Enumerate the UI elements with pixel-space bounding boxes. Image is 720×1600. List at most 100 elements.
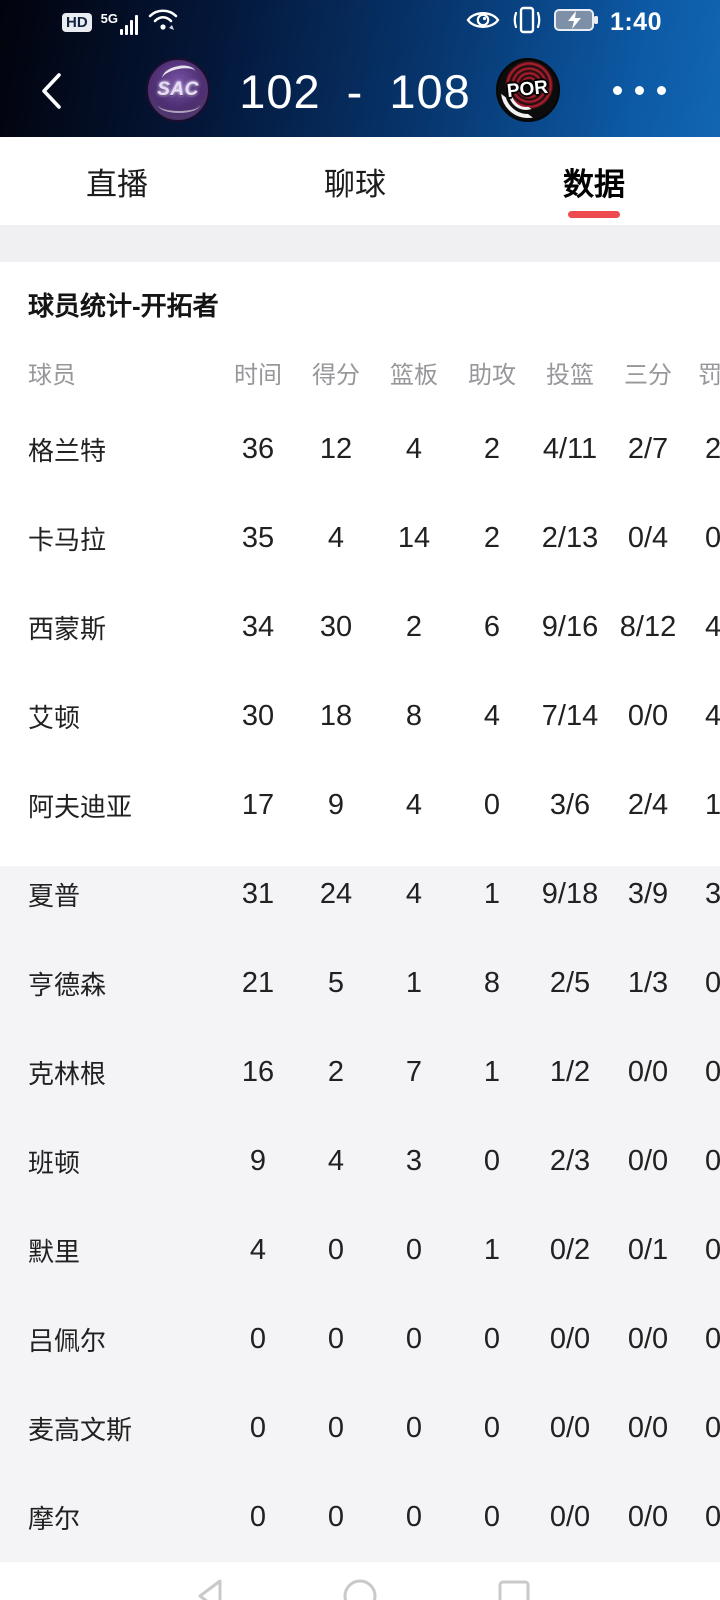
player-name: 默里 (28, 1237, 81, 1267)
stat-cell-three: 0/0 (627, 1412, 669, 1444)
table-row[interactable]: 格兰特 36 12 4 2 4/11 2/7 2 (0, 405, 720, 494)
table-row[interactable]: 班顿 9 4 3 0 2/3 0/0 0 (0, 1117, 720, 1206)
stat-cell-three: 0/0 (627, 1056, 669, 1088)
table-row[interactable]: 麦高文斯 0 0 0 0 0/0 0/0 0 (0, 1384, 720, 1473)
stat-cell-pts: 9 (327, 789, 345, 821)
active-tab-indicator (568, 211, 620, 218)
stat-cell-reb: 0 (405, 1234, 423, 1266)
vibrate-icon (510, 5, 544, 40)
section-title: 球员统计-开拓者 (28, 291, 219, 321)
stat-cell-pts: 12 (319, 433, 353, 465)
stat-cell-min: 9 (249, 1145, 267, 1177)
network-type-label: 5G (100, 10, 119, 26)
stat-cell-ft_visible: 0 (705, 1323, 720, 1355)
column-header: 时间 (234, 362, 282, 389)
clock-time: 1:40 (609, 8, 662, 36)
match-header: SAC 102 - 108 POR (0, 45, 720, 137)
back-button[interactable] (34, 69, 70, 113)
stat-cell-three: 0/4 (627, 522, 669, 554)
player-name: 格兰特 (28, 436, 107, 466)
column-header: 得分 (312, 362, 360, 389)
nav-back-button[interactable] (192, 1576, 232, 1600)
table-row[interactable]: 亨德森 21 5 1 8 2/5 1/3 0 (0, 939, 720, 1028)
status-left-icons: HD 5G (62, 0, 179, 45)
away-team-abbr: POR (506, 76, 550, 103)
stat-cell-ft_visible: 2 (705, 433, 720, 465)
stat-cell-pts: 0 (327, 1234, 345, 1266)
stat-cell-three: 0/0 (627, 1145, 669, 1177)
player-stats-table: 球员时间得分篮板助攻投篮三分罚球 格兰特3612424/112/72卡马拉354… (0, 340, 720, 1562)
stat-cell-ft_visible: 0 (705, 1056, 720, 1088)
more-menu-icon[interactable] (613, 75, 666, 105)
stat-cell-reb: 0 (405, 1412, 423, 1444)
stat-cell-pts: 4 (327, 1145, 345, 1177)
stats-content: 球员统计-开拓者 球员时间得分篮板助攻投篮三分罚球 格兰特3612424/112… (0, 262, 720, 1562)
stat-cell-reb: 4 (405, 433, 423, 465)
player-name: 卡马拉 (28, 525, 107, 555)
stat-cell-min: 35 (241, 522, 275, 554)
column-header: 三分 (624, 362, 672, 389)
stat-cell-ast: 8 (483, 967, 501, 999)
stat-cell-ast: 4 (483, 700, 501, 732)
stat-cell-reb: 4 (405, 789, 423, 821)
stat-cell-ast: 6 (483, 611, 501, 643)
stat-cell-pts: 4 (327, 522, 345, 554)
table-header-row: 球员 时间 得分 篮板 助攻 投篮 三分罚球 (0, 340, 720, 405)
stat-cell-fg: 2/13 (541, 522, 599, 554)
table-row[interactable]: 卡马拉 35 4 14 2 2/13 0/4 0 (0, 494, 720, 583)
stat-cell-reb: 0 (405, 1501, 423, 1533)
column-header: 助攻 (468, 362, 516, 389)
player-name: 吕佩尔 (28, 1326, 107, 1356)
table-row[interactable]: 摩尔 0 0 0 0 0/0 0/0 0 (0, 1473, 720, 1562)
table-row[interactable]: 克林根 16 2 7 1 1/2 0/0 0 (0, 1028, 720, 1117)
stat-cell-three: 3/9 (627, 878, 669, 910)
stat-cell-min: 4 (249, 1234, 267, 1266)
home-team-abbr: SAC (157, 79, 199, 100)
stat-cell-reb: 1 (405, 967, 423, 999)
stat-cell-ast: 1 (483, 1234, 501, 1266)
player-name: 克林根 (28, 1059, 107, 1089)
stat-cell-min: 34 (241, 611, 275, 643)
table-row[interactable]: 艾顿 30 18 8 4 7/14 0/0 4 (0, 672, 720, 761)
player-name: 班顿 (28, 1148, 81, 1178)
stat-cell-fg: 9/16 (541, 611, 599, 643)
column-header: 篮板 (390, 362, 438, 389)
stat-cell-min: 0 (249, 1323, 267, 1355)
stat-cell-reb: 3 (405, 1145, 423, 1177)
tab-数据[interactable]: 数据 (563, 166, 625, 202)
status-bar: HD 5G (0, 0, 720, 45)
section-divider (0, 225, 720, 262)
score: 102 - 108 (200, 61, 510, 121)
stat-cell-reb: 2 (405, 611, 423, 643)
stat-cell-three: 2/7 (627, 433, 669, 465)
table-row[interactable]: 夏普 31 24 4 1 9/18 3/9 3 (0, 850, 720, 939)
stat-cell-ast: 0 (483, 1501, 501, 1533)
eye-protection-icon (466, 7, 500, 38)
battery-charging-icon (553, 7, 600, 38)
stat-cell-pts: 0 (327, 1412, 345, 1444)
table-row[interactable]: 西蒙斯 34 30 2 6 9/16 8/12 4 (0, 583, 720, 672)
tab-聊球[interactable]: 聊球 (324, 166, 386, 202)
stat-cell-fg: 3/6 (549, 789, 591, 821)
tab-直播[interactable]: 直播 (86, 166, 148, 202)
stat-cell-min: 30 (241, 700, 275, 732)
stat-cell-min: 21 (241, 967, 275, 999)
wifi-icon (147, 7, 179, 38)
stat-cell-ft_visible: 0 (705, 1412, 720, 1444)
stat-cell-fg: 9/18 (541, 878, 599, 910)
player-name: 阿夫迪亚 (28, 792, 133, 822)
table-row[interactable]: 默里 4 0 0 1 0/2 0/1 0 (0, 1206, 720, 1295)
stat-cell-ft_visible: 0 (705, 1145, 720, 1177)
stat-cell-min: 0 (249, 1501, 267, 1533)
stat-cell-ft_visible: 4 (705, 700, 720, 732)
stat-cell-ft_visible: 1 (705, 789, 720, 821)
stat-cell-ft_visible: 3 (705, 878, 720, 910)
nav-home-button[interactable] (340, 1576, 380, 1600)
table-row[interactable]: 吕佩尔 0 0 0 0 0/0 0/0 0 (0, 1295, 720, 1384)
stat-cell-ft_visible: 0 (705, 522, 720, 554)
tab-bar: 直播 聊球 数据 (0, 137, 720, 225)
home-team-logo: SAC (146, 58, 210, 122)
nav-recents-button[interactable] (494, 1576, 534, 1600)
table-row[interactable]: 阿夫迪亚 17 9 4 0 3/6 2/4 1 (0, 761, 720, 850)
app-header: HD 5G (0, 0, 720, 137)
